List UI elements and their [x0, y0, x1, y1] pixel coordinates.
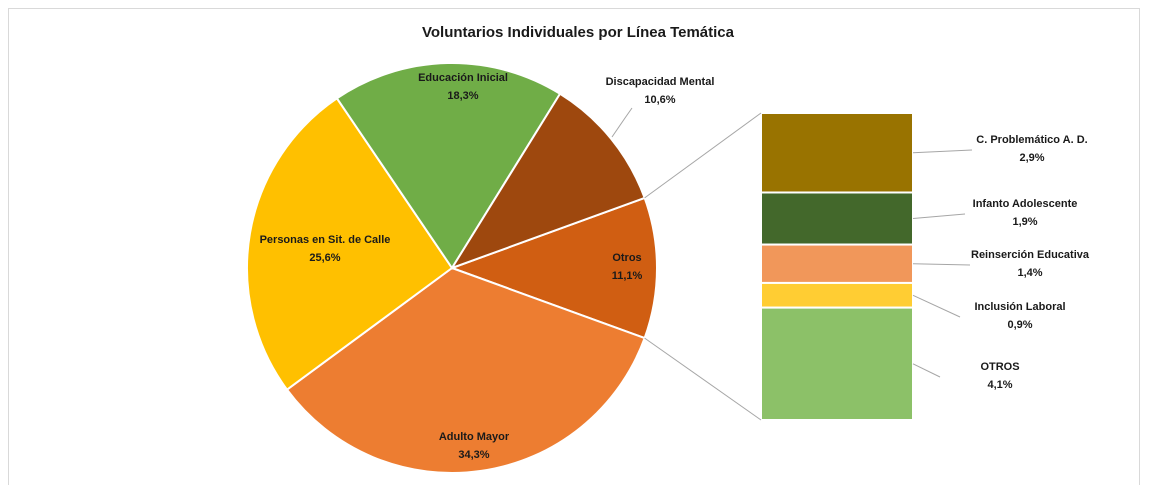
bar-value: 1,9% — [1012, 216, 1037, 228]
chart-title: Voluntarios Individuales por Línea Temát… — [422, 24, 735, 41]
slice-value: 11,1% — [612, 270, 643, 282]
pie-slice — [449, 196, 658, 340]
slice-label: Educación Inicial — [418, 72, 508, 84]
bar-segment — [760, 281, 914, 309]
slice-label: Discapacidad Mental — [606, 76, 715, 88]
bar-label: Reinserción Educativa — [971, 249, 1090, 261]
pie-slice — [246, 96, 454, 392]
leader-line — [611, 107, 633, 138]
leader-line — [912, 294, 961, 318]
pie-slice — [449, 92, 646, 270]
leader-line — [912, 363, 941, 378]
slice-value: 10,6% — [644, 94, 675, 106]
bar-segment — [760, 306, 914, 421]
pie-slice — [285, 266, 646, 474]
leader-line — [912, 149, 973, 154]
slice-value: 25,6% — [309, 252, 340, 264]
bar-value: 4,1% — [987, 379, 1012, 391]
slice-value: 18,3% — [447, 90, 478, 102]
bar-segment — [760, 243, 914, 284]
bar-segment — [760, 191, 914, 246]
slice-value: 34,3% — [458, 449, 489, 461]
leader-line — [912, 263, 971, 266]
slice-label: Personas en Sit. de Calle — [260, 234, 391, 246]
bar-label: OTROS — [980, 361, 1019, 373]
slice-label: Adulto Mayor — [439, 431, 510, 443]
bar-value: 0,9% — [1007, 319, 1032, 331]
connector-line — [644, 112, 762, 199]
bar-value: 2,9% — [1019, 152, 1044, 164]
slice-label: Otros — [612, 252, 641, 264]
leader-line — [912, 213, 966, 220]
bar-label: C. Problemático A. D. — [976, 134, 1087, 146]
connector-line — [644, 337, 762, 421]
bar-label: Infanto Adolescente — [973, 198, 1078, 210]
bar-segment — [760, 112, 914, 194]
bar-label: Inclusión Laboral — [974, 301, 1065, 313]
pie-slice — [335, 62, 562, 270]
bar-value: 1,4% — [1017, 267, 1042, 279]
